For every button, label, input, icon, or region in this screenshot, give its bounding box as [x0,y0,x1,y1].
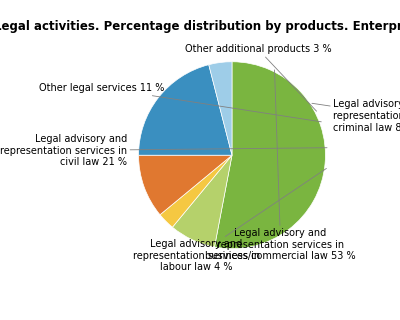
Wedge shape [138,65,232,155]
Wedge shape [214,62,326,249]
Text: Legal advisory and
representation services in
business/commercial law 53 %: Legal advisory and representation servic… [205,70,356,261]
Wedge shape [209,62,232,155]
Text: Other additional products 3 %: Other additional products 3 % [185,44,332,111]
Wedge shape [160,155,232,227]
Text: Legal advisory and
representation services in
criminal law 8 %: Legal advisory and representation servic… [312,99,400,132]
Text: Legal advisory and
representation services in
labour law 4 %: Legal advisory and representation servic… [133,168,326,273]
Title: Legal activities. Percentage distribution by products. Enterprises. 2008: Legal activities. Percentage distributio… [0,20,400,33]
Wedge shape [172,155,232,247]
Text: Legal advisory and
representation services in
civil law 21 %: Legal advisory and representation servic… [0,134,327,167]
Text: Other legal services 11 %: Other legal services 11 % [39,83,321,122]
Wedge shape [138,155,232,215]
